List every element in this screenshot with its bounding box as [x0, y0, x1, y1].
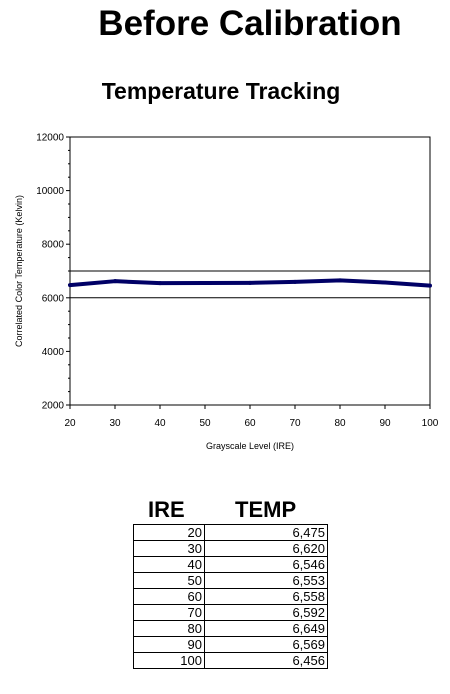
x-tick-label: 80: [334, 418, 346, 429]
chart-title: Temperature Tracking: [101, 78, 341, 104]
data-point: [383, 280, 387, 285]
page-title: Before Calibration: [98, 4, 402, 43]
x-tick-label: 90: [379, 418, 391, 429]
ire-temp-table: 20 6,475 30 6,620 40 6,546 50 6,553 60 6,558 70 6,5…: [133, 524, 328, 669]
temp-cell: 6,558: [204, 588, 328, 605]
y-tick-label: 6000: [42, 293, 65, 304]
ire-cell: 70: [133, 604, 205, 621]
y-tick-label: 4000: [42, 347, 65, 358]
temp-cell: 6,592: [204, 604, 328, 621]
data-point: [68, 283, 72, 288]
table-row: 40 6,546: [133, 556, 328, 573]
data-point: [428, 283, 432, 288]
x-tick-label: 100: [422, 418, 439, 429]
ire-cell: 80: [133, 620, 205, 637]
y-axis-title: Correlated Color Temperature (Kelvin): [14, 195, 24, 347]
x-tick-label: 40: [154, 418, 166, 429]
temp-cell: 6,569: [204, 636, 328, 653]
data-point: [158, 281, 162, 286]
table-row: 20 6,475: [133, 524, 328, 541]
data-point: [338, 278, 342, 283]
temp-cell: 6,456: [204, 652, 328, 669]
data-point: [113, 279, 117, 284]
ire-cell: 90: [133, 636, 205, 653]
table-row: 100 6,456: [133, 652, 328, 669]
x-tick-label: 50: [199, 418, 211, 429]
y-tick-label: 10000: [36, 186, 64, 197]
table-header-ire: IRE: [148, 497, 185, 522]
y-tick-label: 2000: [42, 401, 65, 412]
table-row: 50 6,553: [133, 572, 328, 589]
ire-cell: 60: [133, 588, 205, 605]
temp-cell: 6,620: [204, 540, 328, 557]
table-row: 80 6,649: [133, 620, 328, 637]
table-row: 30 6,620: [133, 540, 328, 557]
ire-cell: 100: [133, 652, 205, 669]
table-row: 60 6,558: [133, 588, 328, 605]
table-row: 70 6,592: [133, 604, 328, 621]
ire-cell: 30: [133, 540, 205, 557]
ire-cell: 50: [133, 572, 205, 589]
temp-cell: 6,475: [204, 524, 328, 541]
temperature-tracking-chart: 2000 4000 6000 8000 10000 12000 20 30 40 50 60 70 80…: [14, 133, 439, 452]
temp-cell: 6,649: [204, 620, 328, 637]
data-point: [203, 280, 207, 285]
ire-cell: 20: [133, 524, 205, 541]
data-point: [248, 280, 252, 285]
x-tick-label: 60: [244, 418, 256, 429]
x-tick-label: 20: [64, 418, 76, 429]
x-tick-label: 70: [289, 418, 301, 429]
x-axis-title: Grayscale Level (IRE): [206, 441, 294, 451]
x-tick-label: 30: [109, 418, 121, 429]
y-tick-label: 12000: [36, 133, 64, 144]
temp-cell: 6,546: [204, 556, 328, 573]
table-header-temp: TEMP: [235, 497, 297, 522]
y-tick-label: 8000: [42, 240, 65, 251]
temp-cell: 6,553: [204, 572, 328, 589]
table-row: 90 6,569: [133, 636, 328, 653]
ire-cell: 40: [133, 556, 205, 573]
data-point: [293, 279, 297, 284]
